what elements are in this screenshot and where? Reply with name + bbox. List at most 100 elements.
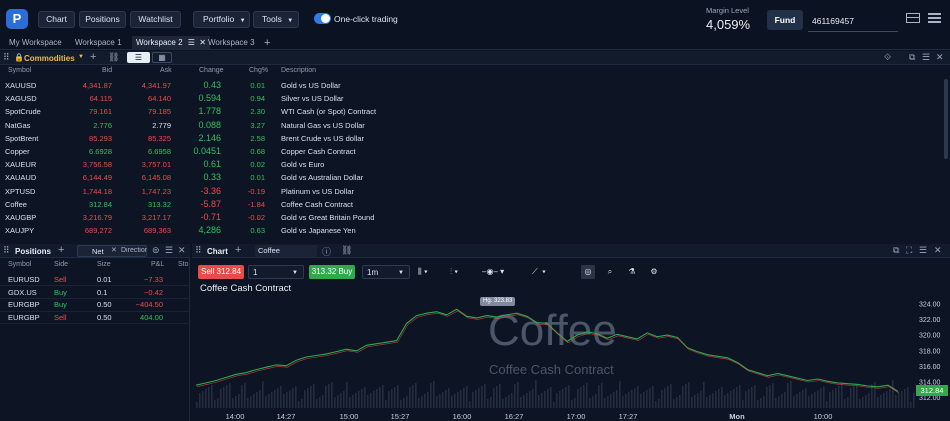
fullscreen-icon[interactable]: ⛶ [906,245,913,255]
tab-workspace-2[interactable]: Workspace 2 ☰ ✕ [132,36,210,50]
portfolio-menu[interactable]: Portfolio ▼ [193,11,250,28]
col-ask[interactable]: Ask [160,67,172,74]
one-click-toggle[interactable] [314,13,331,24]
info-icon[interactable]: ⓘ [322,247,332,257]
filter-icon[interactable]: ⊜ [152,245,160,255]
link-icon[interactable]: ⛓ [108,52,120,62]
draw-tool-icon[interactable]: ⟋ ▾ [532,267,546,276]
flask-icon[interactable]: ⚗ [628,267,636,276]
close-icon[interactable]: ✕ [936,52,944,62]
watchlist-row[interactable]: XAGUSD 64.115 64.140 0.594 0.94 Silver vs US … [0,92,945,105]
chart-area[interactable]: Coffee Cash Contract Coffee Coffee Cash … [192,283,950,421]
watchlist-row[interactable]: Copper 6.6928 6.6958 0.0451 0.68 Copper Cash … [0,145,945,158]
x-tick-label: 10:00 [814,412,833,421]
col-symbol[interactable]: Symbol [8,67,32,74]
col-pl[interactable]: P&L [151,261,165,268]
add-workspace-icon[interactable]: + [264,37,271,49]
volume-bar [334,397,336,408]
close-icon[interactable]: ✕ [178,245,186,255]
close-icon[interactable]: ✕ [111,247,117,254]
volume-bar [220,389,222,408]
volume-bar [703,382,705,408]
add-symbol-icon[interactable]: + [90,51,97,63]
tab-workspace-1[interactable]: Workspace 1 [75,38,122,47]
position-row[interactable]: EURGBP Sell 0.50 404.00 [0,311,190,325]
watchlist-row[interactable]: SpotCrude 79.161 79.185 1.778 2.30 WTI Cash (… [0,105,945,118]
volume-bar [568,385,570,408]
popout-icon[interactable]: ⧉ [893,245,900,255]
positions-filter[interactable]: Net ✕ Direction [77,245,147,257]
popout-icon[interactable]: ⧉ [909,52,916,62]
line-tool-icon[interactable]: ‒◉‒ ▾ [482,267,505,276]
tools-menu[interactable]: Tools ▼ [253,11,299,28]
indicators-icon[interactable]: ⫶ ▾ [450,267,459,276]
watchlist-row[interactable]: NatGas 2.776 2.779 0.088 3.27 Natural Gas vs … [0,119,945,132]
price-chart[interactable]: 324.00322.00320.00318.00316.00314.00312.… [192,286,950,421]
watchlist-row[interactable]: XPTUSD 1,744.18 1,747.23 -3.36 -0.19 Platinum… [0,185,945,198]
volume-bar [604,398,606,408]
grid-view-icon[interactable]: ▦ [152,52,172,63]
col-change[interactable]: Change [199,67,224,74]
watchlist-row[interactable]: XAUUSD 4,341.87 4,341.97 0.43 0.01 Gold vs US… [0,79,945,92]
watchlist-row[interactable]: SpotBrent 85.293 85.325 2.146 2.58 Brent Crud… [0,132,945,145]
menu-icon[interactable]: ☰ [165,245,174,255]
drag-handle-icon[interactable]: ⠿ [195,245,202,255]
watchlist-row[interactable]: XAUGBP 3,216.79 3,217.17 -0.71 -0.02 Gold vs … [0,211,945,224]
fund-button[interactable]: Fund [767,10,803,30]
nav-positions-button[interactable]: Positions [79,11,126,28]
col-stop[interactable]: Sto [178,261,189,268]
candle-type-icon[interactable]: ⫼ ▾ [418,267,428,276]
drag-handle-icon[interactable]: ⠿ [3,245,10,255]
quantity-select[interactable]: 1 ▼ [248,265,304,279]
tab-my-workspace[interactable]: My Workspace [9,38,62,47]
zoom-icon[interactable]: ⌕ [607,267,613,276]
chevron-down-icon[interactable]: ▼ [78,54,84,60]
menu-icon[interactable]: ☰ [187,38,195,47]
watchlist-row[interactable]: XAUJPY 689,272 689,363 4,286 0.63 Gold vs Jap… [0,224,945,237]
link-icon[interactable]: ⛓ [341,245,353,255]
timeframe-select[interactable]: 1m ▼ [362,265,410,279]
nav-chart-button[interactable]: Chart [38,11,75,28]
volume-bar [721,387,723,408]
side-cell: Buy [54,287,67,297]
buy-button[interactable]: 313.32 Buy [309,265,355,279]
add-chart-icon[interactable]: + [235,244,242,256]
volume-bar [478,388,480,408]
watchlist-row[interactable]: XAUAUD 6,144.49 6,145.08 0.33 0.01 Gold vs Au… [0,171,945,184]
watchlist-row[interactable]: XAUEUR 3,756.58 3,757.01 0.61 0.02 Gold vs Eu… [0,158,945,171]
volume-bar [316,399,318,408]
col-description[interactable]: Description [281,67,317,74]
watchlist-name[interactable]: Commodities [24,54,75,63]
close-icon[interactable]: ✕ [199,38,206,47]
col-side[interactable]: Side [54,261,69,268]
chart-symbol-input[interactable]: Coffee [255,245,317,257]
col-symbol[interactable]: Symbol [8,261,32,268]
app-logo[interactable]: P [6,9,28,29]
layout-icon[interactable] [906,13,920,23]
position-row[interactable]: EURUSD Sell 0.01 −7.33 [0,273,190,287]
position-row[interactable]: GDX.US Buy 0.1 −0.42 [0,286,190,299]
add-position-icon[interactable]: + [58,244,65,256]
settings-icon[interactable]: ⚙ [650,267,658,276]
volume-bar [733,389,735,408]
tab-workspace-3[interactable]: Workspace 3 [208,38,255,47]
col-size[interactable]: Size [97,261,111,268]
comment-icon[interactable]: ◎ [581,265,595,279]
watchlist-scrollbar[interactable] [944,79,948,159]
volume-bar [352,395,354,408]
menu-icon[interactable]: ☰ [922,52,931,62]
volume-bar [763,396,765,408]
position-row[interactable]: EURGBP Buy 0.50 −404.50 [0,298,190,312]
sell-button[interactable]: Sell 312.84 [198,265,244,279]
list-view-icon[interactable]: ☰ [127,52,150,63]
menu-icon[interactable]: ☰ [919,245,928,255]
col-chg-pct[interactable]: Chg% [249,67,269,74]
nav-watchlist-button[interactable]: Watchlist [130,11,181,28]
close-icon[interactable]: ✕ [934,245,942,255]
account-number[interactable]: 461169457 [808,10,898,32]
col-bid[interactable]: Bid [102,67,113,74]
drag-handle-icon[interactable]: ⠿ [3,52,10,62]
watchlist-row[interactable]: Coffee 312.84 313.32 -5.87 -1.84 Coffee Cash … [0,198,945,211]
menu-icon[interactable] [928,12,941,23]
layout-icon[interactable]: ⟐ [884,52,892,62]
